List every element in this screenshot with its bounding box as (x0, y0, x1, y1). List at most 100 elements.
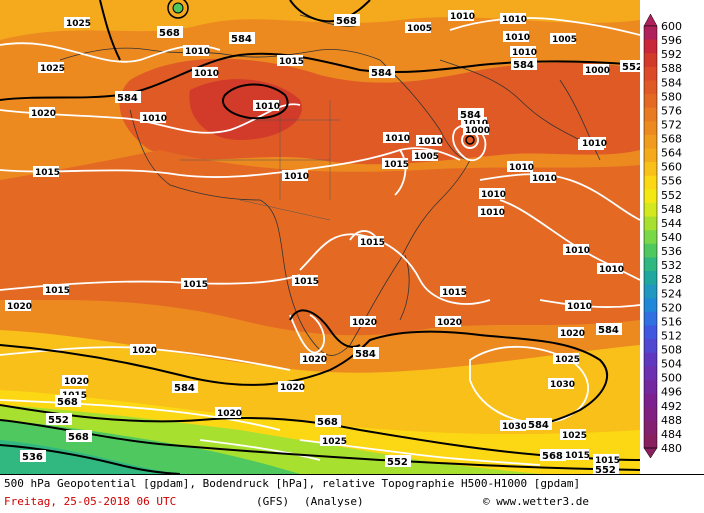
isobar-label: 1015 (358, 236, 385, 248)
isobar-label: 1010 (597, 263, 624, 275)
svg-text:1010: 1010 (505, 33, 530, 43)
svg-text:1020: 1020 (132, 346, 157, 356)
isobar-label: 1020 (62, 375, 89, 387)
isobar-11 (499, 199, 640, 281)
isobar-label: 1010 (192, 67, 219, 79)
height-label: 584 (172, 381, 198, 394)
svg-text:1025: 1025 (555, 355, 580, 365)
legend-swatch (644, 94, 657, 109)
isobar-label: 1010 (416, 135, 443, 147)
legend-swatch (644, 175, 657, 190)
isobar-label: 1005 (412, 150, 439, 162)
legend-swatch (644, 26, 657, 41)
legend-swatch (644, 230, 657, 245)
svg-text:1020: 1020 (302, 355, 327, 365)
svg-text:536: 536 (22, 452, 43, 463)
svg-text:1000: 1000 (585, 66, 610, 76)
isobar-3 (0, 147, 461, 178)
caption-parameters: 500 hPa Geopotential [gpdam], Bodendruck… (4, 477, 581, 490)
line-536 (0, 444, 181, 474)
caption-date: Freitag, 25-05-2018 06 UTC (4, 495, 177, 508)
svg-text:552: 552 (622, 62, 640, 73)
legend-label: 572 (661, 118, 682, 131)
isobar-label: 1010 (140, 112, 167, 124)
isobar-label: 1010 (507, 161, 534, 173)
isobar-label: 1015 (563, 449, 590, 461)
svg-text:584: 584 (528, 420, 549, 431)
isobar-label: 1010 (183, 45, 210, 57)
legend-swatch (644, 66, 657, 81)
legend-swatch (644, 379, 657, 395)
line-568-north (99, 0, 121, 61)
legend-swatch (644, 325, 657, 340)
isobar-label: 1005 (550, 33, 577, 45)
isobar-label: 1020 (435, 316, 462, 328)
svg-text:1020: 1020 (352, 318, 377, 328)
legend-label: 528 (661, 273, 682, 286)
svg-text:1015: 1015 (35, 168, 60, 178)
legend-label: 524 (661, 287, 682, 300)
isobar-8 (479, 173, 640, 221)
legend-label: 568 (661, 133, 682, 146)
isobar-label: 1025 (64, 17, 91, 29)
isobar-label: 1020 (350, 316, 377, 328)
legend-swatch (644, 53, 657, 68)
legend-label: 516 (661, 315, 682, 328)
legend-swatch (644, 339, 657, 354)
svg-text:584: 584 (117, 93, 138, 104)
legend-label: 548 (661, 203, 682, 216)
legend-swatch (644, 393, 657, 408)
isobar-label: 1000 (583, 64, 610, 76)
svg-text:1010: 1010 (418, 137, 443, 147)
legend-arrow-bottom (643, 447, 658, 459)
height-label: 536 (20, 450, 46, 463)
svg-text:1015: 1015 (45, 286, 70, 296)
legend-swatch (644, 148, 657, 163)
svg-text:1010: 1010 (582, 139, 607, 149)
legend-swatch (644, 243, 657, 258)
svg-text:1030: 1030 (502, 422, 527, 432)
isobar-label: 1025 (320, 435, 347, 447)
isobar-label: 1015 (382, 158, 409, 170)
isobar-label: 1015 (43, 284, 70, 296)
legend-canvas: 6005965925885845805765725685645605565525… (643, 13, 682, 459)
legend-label: 544 (661, 217, 682, 230)
legend-swatch (644, 434, 657, 449)
legend-label: 584 (661, 76, 682, 89)
legend-label: 580 (661, 90, 682, 103)
svg-text:1020: 1020 (560, 329, 585, 339)
legend-label: 480 (661, 442, 682, 455)
legend-label: 536 (661, 245, 682, 258)
height-label: 568 (315, 415, 341, 428)
isobar-label: 1000 (463, 124, 490, 136)
svg-text:1005: 1005 (414, 152, 439, 162)
isobar-label-group: 1025 1010 1010 1010 1025 1020 1010 1010 … (5, 10, 624, 466)
isobar-label: 1010 (565, 300, 592, 312)
isobar-label: 1020 (5, 300, 32, 312)
svg-text:1010: 1010 (567, 302, 592, 312)
height-label: 584 (369, 66, 395, 79)
svg-text:1015: 1015 (442, 288, 467, 298)
svg-text:1010: 1010 (599, 265, 624, 275)
legend-label: 496 (661, 386, 682, 399)
legend-label: 564 (661, 147, 682, 160)
legend-label: 512 (661, 329, 682, 342)
svg-text:1005: 1005 (407, 24, 432, 34)
svg-text:1010: 1010 (284, 172, 309, 182)
isobar-label: 1010 (510, 46, 537, 58)
legend-label: 596 (661, 34, 682, 47)
svg-text:1025: 1025 (40, 64, 65, 74)
svg-text:1010: 1010 (142, 114, 167, 124)
isobar-label: 1025 (553, 353, 580, 365)
svg-text:1015: 1015 (294, 277, 319, 287)
isobar-label: 1020 (130, 344, 157, 356)
legend-swatch (644, 202, 657, 218)
svg-text:568: 568 (336, 16, 357, 27)
isobar-14 (289, 314, 325, 354)
line-584-south (0, 330, 609, 431)
height-label: 584 (596, 323, 622, 336)
low-north-1 (167, 0, 189, 19)
svg-text:568: 568 (57, 397, 78, 408)
isobar-label: 1030 (500, 420, 527, 432)
height-label-group: 568 568 584 584 584 584 584 584 584 584 … (20, 14, 640, 474)
